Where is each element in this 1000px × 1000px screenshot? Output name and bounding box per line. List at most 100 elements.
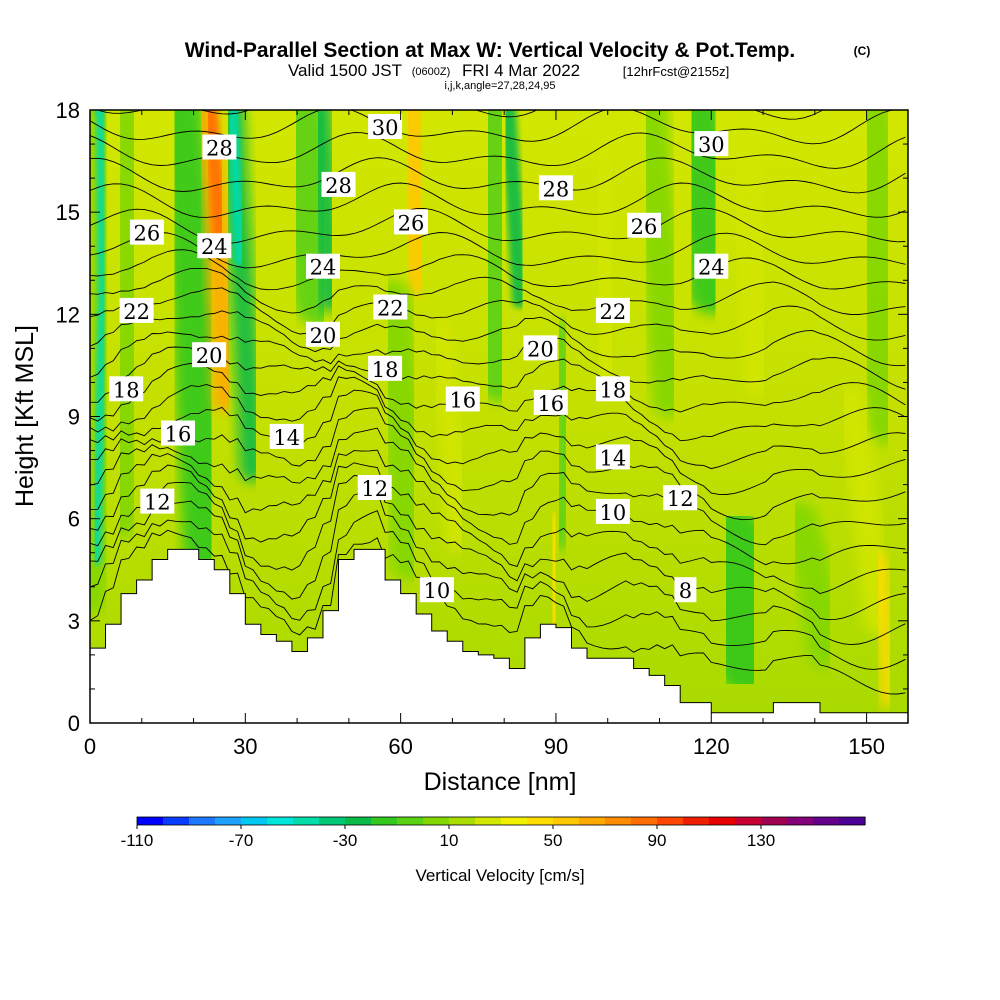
colorbar-swatch [735, 817, 762, 825]
x-axis-label: Distance [nm] [424, 768, 577, 796]
velocity-streak [500, 110, 528, 308]
colorbar-swatch [267, 817, 294, 825]
isentrope-line [90, 510, 906, 670]
isentrope-label-box [368, 355, 403, 381]
isentrope-label-box [595, 297, 630, 323]
isentrope-label-group: 10 [595, 498, 630, 525]
isentrope-label-group: 30 [368, 114, 403, 140]
colorbar-swatch [423, 817, 450, 825]
colorbar-swatch [839, 817, 866, 825]
terrain-mask [90, 548, 908, 723]
isentrope-label-box [533, 389, 568, 415]
velocity-streak [872, 552, 896, 708]
isentrope-label-box [306, 321, 340, 347]
isentrope-label: 20 [196, 344, 223, 368]
isentrope-label-group: 24 [694, 253, 729, 280]
valid-prefix: Valid 1500 JST [288, 61, 402, 80]
isentrope-label: 16 [449, 389, 476, 413]
colorbar-swatch [449, 817, 476, 825]
isentrope-label: 22 [600, 300, 627, 324]
isentrope-label: 18 [372, 358, 399, 382]
isentrope-label-group: 28 [321, 171, 356, 198]
isentrope-label: 26 [398, 211, 425, 235]
isentrope-label-box [109, 376, 144, 402]
isentrope-label-box [321, 171, 356, 197]
x-tick-label: 90 [544, 734, 568, 759]
isentrope-line [90, 529, 906, 695]
isentrope-label-group: 12 [663, 485, 698, 511]
isentrope-label: 28 [543, 177, 570, 201]
isentrope-label: 12 [361, 477, 388, 501]
isentrope-line [90, 331, 906, 390]
isentrope-label-box [627, 212, 661, 238]
isentrope-label-group: 16 [533, 389, 568, 416]
isentrope-label: 16 [537, 392, 564, 416]
x-tick-label: 0 [84, 734, 96, 759]
isentrope-line [90, 449, 906, 566]
isentrope-label-box [694, 253, 729, 279]
isentrope-label-box [694, 131, 729, 157]
isentrope-label: 10 [600, 501, 627, 525]
isentrope-line [90, 475, 906, 621]
colorbar-swatch [241, 817, 268, 825]
isentrope-label: 10 [424, 579, 451, 603]
y-tick-label: 18 [56, 98, 80, 123]
isentrope-line [90, 407, 906, 521]
colorbar-tick-label: 90 [648, 831, 667, 850]
valid-date: FRI 4 Mar 2022 [462, 61, 580, 80]
colorbar-swatch [787, 817, 814, 825]
velocity-streak [158, 110, 228, 582]
velocity-streak [104, 110, 150, 538]
isentrope-label-box [674, 577, 697, 603]
colorbar-swatch [163, 817, 190, 825]
isentrope-label-box [523, 335, 558, 361]
isentrope-label: 26 [134, 222, 161, 246]
y-tick-label: 3 [68, 609, 80, 634]
isentrope-label: 24 [698, 256, 725, 280]
velocity-streak [468, 110, 522, 402]
isentrope-label-group: 24 [306, 253, 340, 280]
velocity-streak [550, 320, 575, 550]
isentrope-label-box [129, 219, 164, 245]
colorbar-swatch [319, 817, 346, 825]
isentrope-label-group: 10 [419, 577, 454, 603]
velocity-streak [372, 280, 430, 580]
colorbar-swatch [527, 817, 554, 825]
colorbar-swatch [215, 817, 242, 825]
colorbar-swatch [605, 817, 632, 825]
isentrope-label-box [663, 485, 698, 511]
isentrope-line [90, 376, 906, 470]
isentrope-line [90, 389, 906, 495]
isentrope-label: 16 [165, 423, 192, 447]
isentrope-line [90, 232, 906, 269]
isentrope-line [90, 267, 906, 315]
isentrope-label-group: 26 [129, 219, 164, 246]
isentrope-label-group: 14 [269, 423, 304, 450]
isentrope-label: 12 [144, 491, 171, 515]
isentrope-label-box [306, 253, 340, 279]
isentrope-label-group: 26 [394, 209, 428, 235]
colorbar-label: Vertical Velocity [cm/s] [415, 866, 584, 885]
isentrope-label-box [192, 342, 227, 368]
colorbar-swatch [631, 817, 658, 825]
chart-title: Wind-Parallel Section at Max W: Vertical… [185, 39, 796, 62]
isentrope-label: 24 [201, 235, 228, 259]
x-tick-label: 120 [693, 734, 730, 759]
colorbar-swatch [189, 817, 216, 825]
velocity-streak [535, 512, 573, 638]
velocity-streak [846, 110, 908, 444]
isentrope-label: 26 [631, 215, 658, 239]
isentrope-label: 30 [698, 133, 725, 157]
isentrope-label-group: 22 [595, 297, 630, 324]
isentrope-label-group: 18 [595, 376, 630, 402]
isentrope-line [90, 182, 906, 218]
colorbar-swatch [813, 817, 840, 825]
x-tick-label: 60 [388, 734, 412, 759]
colorbar-swatch [657, 817, 684, 825]
isentrope-label-group: 16 [161, 420, 195, 447]
isentrope-label: 28 [325, 174, 352, 198]
isentrope-label: 28 [206, 137, 233, 161]
isentrope-label-group: 28 [202, 134, 237, 161]
isentrope-line [90, 287, 906, 341]
